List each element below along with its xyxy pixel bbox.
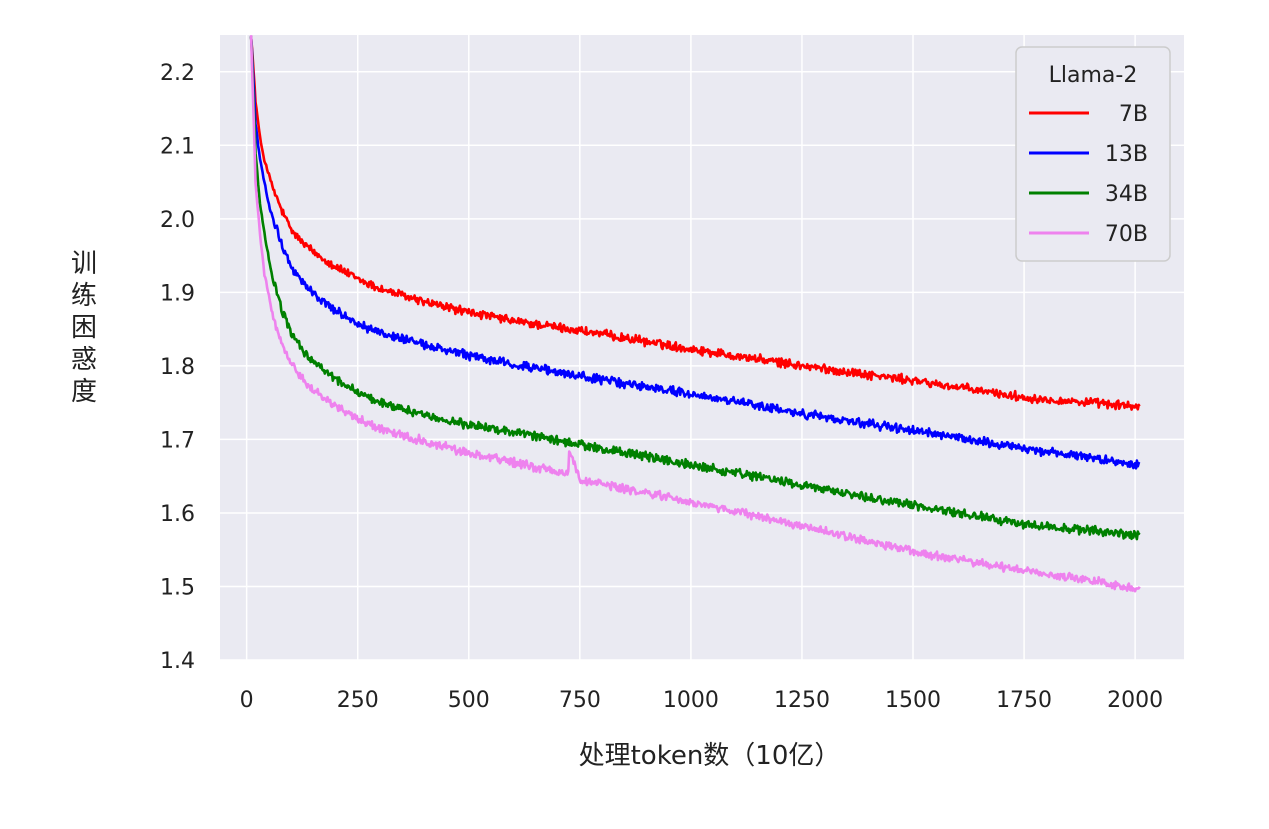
legend-label-13B: 13B <box>1105 142 1148 167</box>
x-axis-label: 处理token数（10亿） <box>578 741 841 771</box>
x-tick-label: 2000 <box>1107 688 1163 713</box>
y-tick-label: 1.8 <box>160 355 195 380</box>
x-tick-label: 1750 <box>996 688 1052 713</box>
y-tick-label: 1.7 <box>160 428 195 453</box>
series-line-13B <box>249 36 1141 470</box>
y-tick-label: 1.4 <box>160 649 195 674</box>
y-tick-label: 1.6 <box>160 502 195 527</box>
legend: Llama-2 7B 13B 34B 70B <box>1015 46 1171 262</box>
y-tick-label: 2.2 <box>160 61 195 86</box>
x-tick-label: 1500 <box>885 688 941 713</box>
legend-label-7B: 7B <box>1119 102 1148 127</box>
y-axis-label: 训练困惑度 <box>70 249 97 407</box>
legend-title: Llama-2 <box>1049 63 1138 88</box>
legend-label-70B: 70B <box>1105 222 1148 247</box>
series-line-70B <box>249 35 1141 593</box>
y-tick-label: 1.9 <box>160 281 195 306</box>
series-lines <box>249 35 1141 593</box>
x-tick-label: 750 <box>559 688 601 713</box>
x-tick-label: 1250 <box>774 688 830 713</box>
legend-box <box>1015 46 1171 262</box>
x-tick-label: 1000 <box>663 688 719 713</box>
x-tick-label: 0 <box>240 688 254 713</box>
y-tick-label: 2.0 <box>160 208 195 233</box>
x-tick-label: 250 <box>337 688 379 713</box>
axis-ticks: 0 250 500 750 1000 1250 1500 1750 2000 1.4 1.5 1.6 1… <box>160 61 1163 713</box>
series-line-34B <box>249 35 1141 541</box>
x-tick-label: 500 <box>448 688 490 713</box>
y-tick-label: 2.1 <box>160 134 195 159</box>
legend-label-34B: 34B <box>1105 182 1148 207</box>
series-line-7B <box>249 37 1141 411</box>
y-tick-label: 1.5 <box>160 575 195 600</box>
